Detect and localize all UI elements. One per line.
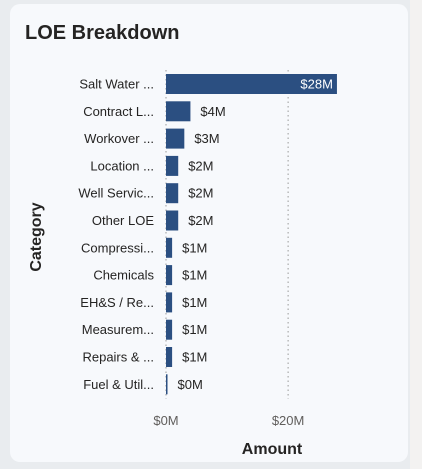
chart-card: LOE Breakdown $0M $20M Salt Water ... $28M C… [10,4,408,462]
bar [166,237,173,258]
data-label: $1M [182,350,207,365]
category-label: Well Servic... [78,186,154,201]
data-label: $28M [300,77,333,92]
bar [166,101,191,122]
category-label: Measurem... [82,322,154,337]
category-label: Fuel & Util... [83,377,154,392]
category-label: Workover ... [84,131,154,146]
data-label: $1M [182,322,207,337]
category-label: Salt Water ... [79,77,154,92]
bar [166,319,173,340]
category-label: Compressi... [81,240,154,255]
bar [166,374,168,395]
x-tick-label: $0M [153,413,178,428]
category-label: Chemicals [93,268,154,283]
bar [166,210,179,231]
x-tick-label: $20M [272,413,305,428]
bar [166,74,337,94]
data-label: $2M [188,213,213,228]
category-label: EH&S / Re... [80,295,154,310]
data-label: $2M [188,186,213,201]
data-label: $1M [182,240,207,255]
data-label: $4M [200,104,225,119]
bar [166,265,173,286]
bar [166,128,185,149]
bar [166,347,173,367]
data-label: $3M [194,131,219,146]
category-label: Location ... [90,158,154,173]
bar [166,155,179,176]
category-label: Other LOE [92,213,154,228]
category-label: Contract L... [83,104,154,119]
bar [166,292,173,313]
bar [166,183,179,204]
chart-title: LOE Breakdown [25,22,180,44]
data-label: $0M [178,377,203,392]
data-label: $1M [182,295,207,310]
data-label: $1M [182,268,207,283]
x-axis-title: Amount [242,441,303,458]
y-axis-title: Category [28,202,45,271]
bar-chart: $0M $20M Salt Water ... $28M Contract L... $4… [28,70,337,458]
category-label: Repairs & ... [82,350,154,365]
data-label: $2M [188,158,213,173]
side-strip [410,0,422,469]
